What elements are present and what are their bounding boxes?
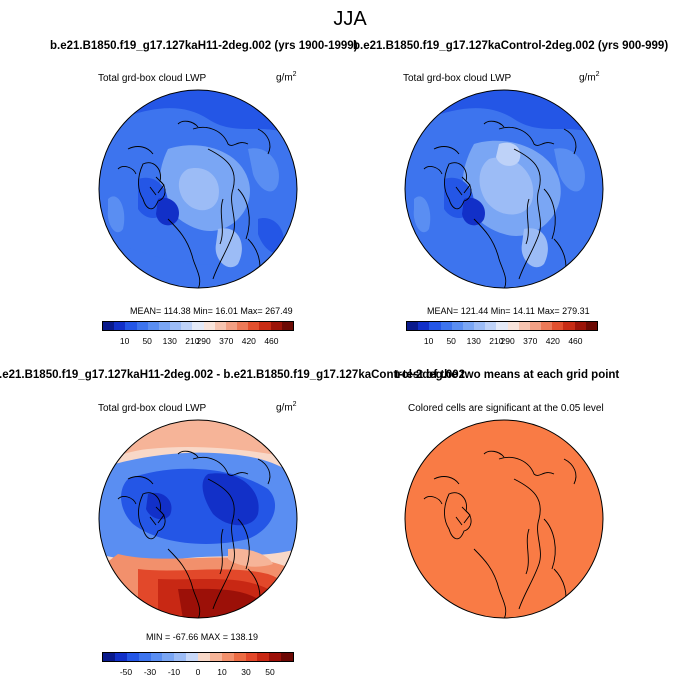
panel3-colorbar-ticks: -50 -30 -10 0 10 30 50 xyxy=(102,667,294,679)
colorbar-swatch xyxy=(418,322,430,330)
colorbar-tick-label: 10 xyxy=(217,667,227,677)
panel1-stats: MEAN= 114.38 Min= 16.01 Max= 267.49 xyxy=(130,306,293,316)
colorbar-swatch xyxy=(552,322,564,330)
colorbar-tick-label: 50 xyxy=(142,336,152,346)
colorbar-swatch xyxy=(114,653,127,661)
colorbar-swatch xyxy=(198,653,210,661)
panel1-colorbar-ticks: 10 50 130 210 290 370 420 460 xyxy=(102,336,294,348)
panel2-units: g/m2 xyxy=(579,71,600,84)
colorbar-tick-label: 10 xyxy=(423,336,434,346)
colorbar-tick-label: 460 xyxy=(264,336,279,346)
colorbar-swatch xyxy=(186,653,198,661)
colorbar-swatch xyxy=(103,653,115,661)
colorbar-swatch xyxy=(203,322,215,330)
colorbar-swatch xyxy=(474,322,486,330)
colorbar-swatch xyxy=(507,322,519,330)
panel1-map xyxy=(98,89,298,289)
colorbar-tick-label: 290 xyxy=(196,336,211,346)
colorbar-swatch xyxy=(150,653,163,661)
panel4-map xyxy=(404,419,604,619)
panel2-variable-label: Total grd-box cloud LWP xyxy=(403,73,512,84)
panel2-map xyxy=(404,89,604,289)
colorbar-tick-label: 370 xyxy=(523,336,538,346)
panel2-colorbar-ticks: 10 50 130 210 290 370 420 460 xyxy=(406,336,598,348)
panel3-stats: MIN = -67.66 MAX = 138.19 xyxy=(146,632,259,642)
colorbar-tick-label: 130 xyxy=(162,336,177,346)
colorbar-swatch xyxy=(158,322,171,330)
colorbar-tick-label: 460 xyxy=(568,336,583,346)
panel4-significance-label: Colored cells are significant at the 0.0… xyxy=(408,403,604,414)
panel1-colorbar xyxy=(102,321,294,331)
colorbar-swatch xyxy=(496,322,508,330)
colorbar-tick-label: 50 xyxy=(265,667,275,677)
figure-suptitle: JJA xyxy=(333,8,367,30)
colorbar-swatch xyxy=(563,322,575,330)
colorbar-swatch xyxy=(125,322,137,330)
panel1-variable-label: Total grd-box cloud LWP xyxy=(98,73,207,84)
colorbar-swatch xyxy=(462,322,475,330)
panel1-units: g/m2 xyxy=(276,71,297,84)
colorbar-swatch xyxy=(248,322,260,330)
panel3-variable-label: Total grd-box cloud LWP xyxy=(98,403,207,414)
colorbar-swatch xyxy=(126,653,139,661)
colorbar-tick-label: 210 xyxy=(489,336,504,346)
colorbar-tick-label: 420 xyxy=(545,336,560,346)
panel2-stats: MEAN= 121.44 Min= 14.11 Max= 279.31 xyxy=(427,306,590,316)
colorbar-swatch xyxy=(237,322,249,330)
colorbar-swatch xyxy=(103,322,115,330)
colorbar-swatch xyxy=(136,322,148,330)
panel4-significance-fill xyxy=(405,420,603,618)
panel4-title: t-test of the two means at each grid poi… xyxy=(395,369,620,381)
colorbar-swatch xyxy=(270,322,282,330)
colorbar-tick-label: -10 xyxy=(167,667,181,677)
colorbar-swatch xyxy=(518,322,530,330)
colorbar-tick-label: 30 xyxy=(241,667,251,677)
panel2-title: b.e21.B1850.f19_g17.127kaControl-2deg.00… xyxy=(353,40,669,52)
colorbar-swatch xyxy=(281,322,293,330)
colorbar-swatch xyxy=(574,322,586,330)
colorbar-swatch xyxy=(485,322,497,330)
colorbar-tick-label: -50 xyxy=(119,667,133,677)
colorbar-tick-label: 290 xyxy=(500,336,515,346)
colorbar-swatch xyxy=(585,322,597,330)
colorbar-swatch xyxy=(147,322,159,330)
colorbar-swatch xyxy=(214,322,226,330)
colorbar-tick-label: 210 xyxy=(185,336,200,346)
colorbar-swatch xyxy=(529,322,542,330)
colorbar-swatch xyxy=(440,322,452,330)
colorbar-swatch xyxy=(245,653,258,661)
colorbar-swatch xyxy=(192,322,204,330)
colorbar-swatch xyxy=(541,322,553,330)
panel3-title: b.e21.B1850.f19_g17.127kaH11-2deg.002 - … xyxy=(0,369,466,381)
colorbar-swatch xyxy=(429,322,441,330)
panel1-title: b.e21.B1850.f19_g17.127kaH11-2deg.002 (y… xyxy=(50,40,358,52)
colorbar-swatch xyxy=(138,653,151,661)
colorbar-tick-label: 130 xyxy=(466,336,481,346)
colorbar-swatch xyxy=(269,653,282,661)
colorbar-swatch xyxy=(174,653,187,661)
colorbar-swatch xyxy=(181,322,193,330)
colorbar-swatch xyxy=(233,653,246,661)
colorbar-tick-label: 370 xyxy=(219,336,234,346)
colorbar-swatch xyxy=(259,322,271,330)
colorbar-swatch xyxy=(257,653,270,661)
colorbar-swatch xyxy=(170,322,182,330)
panel3-units: g/m2 xyxy=(276,401,297,414)
panel2-colorbar xyxy=(406,321,598,331)
colorbar-swatch xyxy=(162,653,175,661)
colorbar-tick-label: 10 xyxy=(119,336,130,346)
colorbar-swatch xyxy=(407,322,419,330)
colorbar-swatch xyxy=(451,322,463,330)
panel3-map xyxy=(98,419,298,619)
colorbar-tick-label: -30 xyxy=(143,667,157,677)
colorbar-tick-label: 0 xyxy=(195,667,201,677)
colorbar-tick-label: 420 xyxy=(241,336,256,346)
colorbar-tick-label: 50 xyxy=(446,336,456,346)
colorbar-swatch xyxy=(209,653,222,661)
colorbar-swatch xyxy=(221,653,234,661)
panel3-colorbar xyxy=(102,652,294,662)
colorbar-swatch xyxy=(225,322,238,330)
colorbar-swatch xyxy=(281,653,293,661)
colorbar-swatch xyxy=(114,322,126,330)
